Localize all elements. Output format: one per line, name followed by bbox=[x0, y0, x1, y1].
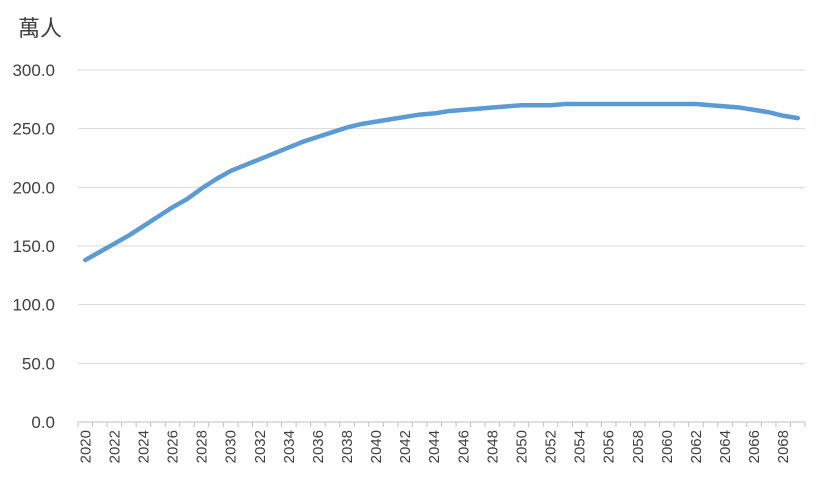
y-tick-label: 200.0 bbox=[12, 178, 55, 197]
x-tick-label: 2050 bbox=[513, 430, 530, 463]
x-tick-label: 2052 bbox=[543, 430, 560, 463]
x-tick-label: 2020 bbox=[77, 430, 94, 463]
x-tick-label: 2062 bbox=[688, 430, 705, 463]
x-tick-label: 2054 bbox=[572, 430, 589, 463]
y-tick-label: 300.0 bbox=[12, 61, 55, 80]
gridlines bbox=[77, 69, 806, 427]
x-tick-label: 2056 bbox=[601, 430, 618, 463]
x-tick-label: 2022 bbox=[106, 430, 123, 463]
x-tick-label: 2048 bbox=[484, 430, 501, 463]
x-tick-label: 2044 bbox=[426, 430, 443, 463]
x-tick-label: 2028 bbox=[194, 430, 211, 463]
y-tick-label: 50.0 bbox=[22, 354, 55, 373]
x-axis-tick-labels: 2020 2022 2024 2026 2028 2030 2032 2034 2036 2038… bbox=[77, 430, 792, 463]
x-tick-label: 2066 bbox=[746, 430, 763, 463]
x-tick-label: 2038 bbox=[339, 430, 356, 463]
y-tick-label: 100.0 bbox=[12, 296, 55, 315]
y-axis-tick-labels: 0.0 50.0 100.0 150.0 200.0 250.0 300.0 bbox=[12, 61, 55, 432]
x-tick-label: 2024 bbox=[135, 430, 152, 463]
x-tick-label: 2046 bbox=[455, 430, 472, 463]
x-tick-label: 2058 bbox=[630, 430, 647, 463]
x-tick-label: 2032 bbox=[252, 430, 269, 463]
x-tick-label: 2034 bbox=[281, 430, 298, 463]
y-tick-label: 150.0 bbox=[12, 237, 55, 256]
x-tick-label: 2040 bbox=[368, 430, 385, 463]
x-tick-label: 2042 bbox=[397, 430, 414, 463]
series-lines bbox=[83, 101, 800, 263]
y-tick-label: 250.0 bbox=[12, 120, 55, 139]
x-tick-label: 2030 bbox=[223, 430, 240, 463]
x-tick-label: 2026 bbox=[165, 430, 182, 463]
y-tick-label: 0.0 bbox=[31, 413, 55, 432]
x-tick-label: 2068 bbox=[775, 430, 792, 463]
series-line bbox=[83, 101, 800, 263]
y-axis-unit-label: 萬人 bbox=[18, 17, 62, 42]
x-tick-label: 2036 bbox=[310, 430, 327, 463]
x-tick-label: 2060 bbox=[659, 430, 676, 463]
x-tick-label: 2064 bbox=[717, 430, 734, 463]
